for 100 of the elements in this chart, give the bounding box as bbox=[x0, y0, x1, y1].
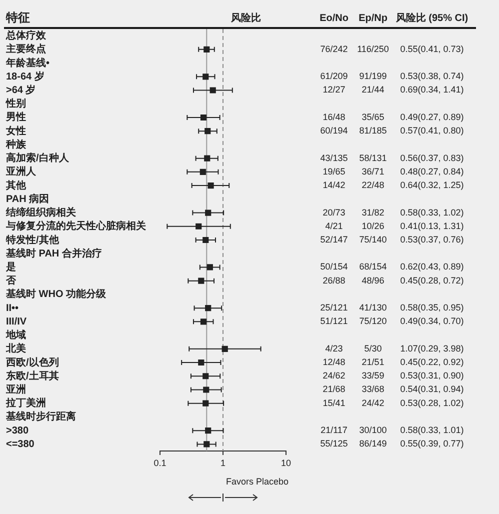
text: 43/135 bbox=[320, 152, 348, 163]
point bbox=[206, 264, 213, 270]
point bbox=[200, 318, 207, 325]
text: 24/62 bbox=[322, 370, 346, 381]
data-label: 0.58(0.35, 0.95) bbox=[400, 302, 464, 313]
y-tick-label: 东欧/土耳其 bbox=[5, 370, 59, 382]
x-tick-label: 1 bbox=[220, 458, 226, 468]
text: Eo/No bbox=[320, 12, 348, 24]
text: 15/41 bbox=[322, 398, 346, 408]
text: 60/194 bbox=[320, 126, 348, 136]
y-tick-label: III/IV bbox=[6, 316, 27, 328]
text: 52/147 bbox=[320, 234, 348, 244]
point bbox=[202, 373, 209, 380]
y-tick-label: 年龄基线• bbox=[5, 56, 50, 69]
y-tick-label: 是 bbox=[5, 260, 16, 273]
data-label: 0.56(0.37, 0.83) bbox=[400, 152, 464, 163]
y-tick-label: 主要终点 bbox=[5, 43, 46, 56]
data-label: 0.48(0.27, 0.84) bbox=[400, 166, 464, 176]
text: 21/117 bbox=[320, 425, 348, 436]
data-label: 0.49(0.34, 0.70) bbox=[400, 316, 464, 326]
point bbox=[205, 305, 212, 312]
text: 21/51 bbox=[362, 357, 384, 367]
data-label: 0.53(0.31, 0.90) bbox=[400, 370, 464, 381]
y-tick-label: 总体疗效 bbox=[5, 30, 47, 42]
text: 31/82 bbox=[362, 207, 384, 218]
data-label: 0.58(0.33, 1.01) bbox=[400, 425, 464, 436]
y-tick-label: 基线时 PAH 合并治疗 bbox=[5, 247, 102, 260]
data-label: 0.45(0.22, 0.92) bbox=[400, 357, 464, 367]
data-label: 1.07(0.29, 3.98) bbox=[400, 343, 464, 354]
y-tick-label: 地域 bbox=[5, 329, 26, 342]
y-tick-label: >64 岁 bbox=[6, 84, 36, 96]
point bbox=[202, 400, 209, 406]
point bbox=[210, 87, 216, 94]
y-tick-label: 特发性/其他 bbox=[5, 234, 60, 246]
point bbox=[204, 441, 210, 448]
text: 36/71 bbox=[362, 166, 384, 176]
text: 58/131 bbox=[359, 152, 387, 163]
y-tick-label: PAH 病因 bbox=[6, 192, 50, 205]
y-tick-label: 男性 bbox=[5, 111, 26, 124]
text: 75/120 bbox=[359, 316, 387, 326]
text: 116/250 bbox=[357, 44, 389, 54]
text: 风险比 (95% CI) bbox=[394, 12, 468, 24]
y-tick-label: 亚洲 bbox=[5, 383, 26, 396]
text: 22/48 bbox=[362, 180, 384, 190]
point bbox=[204, 155, 210, 162]
text: 16/48 bbox=[322, 112, 346, 122]
text: 68/154 bbox=[359, 262, 387, 272]
text: 25/121 bbox=[320, 302, 348, 313]
y-tick-label: 结缔组织病相关 bbox=[5, 206, 77, 219]
text: 81/185 bbox=[359, 126, 387, 136]
y-tick-label: 种族 bbox=[5, 138, 27, 150]
data-label: 0.57(0.41, 0.80) bbox=[400, 126, 464, 136]
text: 12/27 bbox=[322, 84, 346, 95]
text: 10/26 bbox=[362, 220, 384, 231]
text: 35/65 bbox=[362, 112, 384, 122]
text: 24/42 bbox=[362, 398, 384, 408]
text: 48/96 bbox=[362, 275, 384, 286]
text: 55/125 bbox=[320, 438, 348, 449]
point bbox=[205, 428, 212, 434]
data-label: 0.45(0.28, 0.72) bbox=[400, 275, 464, 286]
point bbox=[198, 359, 204, 366]
x-tick-label: 0.1 bbox=[154, 458, 166, 468]
text: 12/48 bbox=[322, 357, 346, 367]
y-tick-label: II•• bbox=[6, 302, 20, 314]
text: 4/21 bbox=[325, 220, 343, 231]
y-tick-label: 性别 bbox=[5, 98, 26, 110]
data-label: 0.53(0.37, 0.76) bbox=[400, 234, 464, 244]
data-label: 0.58(0.33, 1.02) bbox=[400, 207, 464, 218]
y-tick-label: 与修复分流的先天性心脏病相关 bbox=[5, 220, 147, 232]
y-tick-label: 北美 bbox=[5, 342, 26, 355]
text: 75/140 bbox=[359, 234, 387, 244]
data-label: 0.69(0.34, 1.41) bbox=[400, 84, 464, 95]
data-label: 0.49(0.27, 0.89) bbox=[400, 112, 464, 122]
text: 41/130 bbox=[359, 302, 387, 313]
point bbox=[204, 46, 210, 52]
text: 21/68 bbox=[322, 384, 346, 394]
point bbox=[196, 223, 202, 230]
text: 50/154 bbox=[320, 262, 348, 272]
y-tick-label: >380 bbox=[6, 425, 29, 436]
y-tick-label: <=380 bbox=[6, 438, 35, 450]
text: 4/23 bbox=[325, 343, 343, 354]
y-tick-label: 其他 bbox=[5, 179, 27, 192]
text: 5/30 bbox=[364, 343, 382, 354]
y-tick-label: 基线时 WHO 功能分级 bbox=[5, 288, 107, 300]
y-axis-title: 特征 bbox=[5, 10, 30, 24]
text: 26/88 bbox=[322, 275, 346, 286]
text: 61/209 bbox=[320, 71, 348, 82]
data-label: 0.53(0.38, 0.74) bbox=[400, 71, 464, 82]
text: 33/59 bbox=[362, 370, 384, 381]
y-tick-label: 基线时步行距离 bbox=[5, 410, 76, 423]
x-axis-title: 风险比 bbox=[230, 12, 261, 24]
text: 33/68 bbox=[362, 384, 384, 394]
data-label: 0.54(0.31, 0.94) bbox=[400, 384, 464, 394]
text: 14/42 bbox=[322, 180, 346, 190]
x-tick-label: 10 bbox=[280, 458, 292, 468]
text: 19/65 bbox=[322, 166, 346, 176]
y-tick-label: 西欧/以色列 bbox=[5, 356, 59, 368]
data-label: 0.62(0.43, 0.89) bbox=[400, 262, 464, 272]
text: Favors Placebo bbox=[226, 476, 289, 486]
point bbox=[205, 210, 212, 216]
